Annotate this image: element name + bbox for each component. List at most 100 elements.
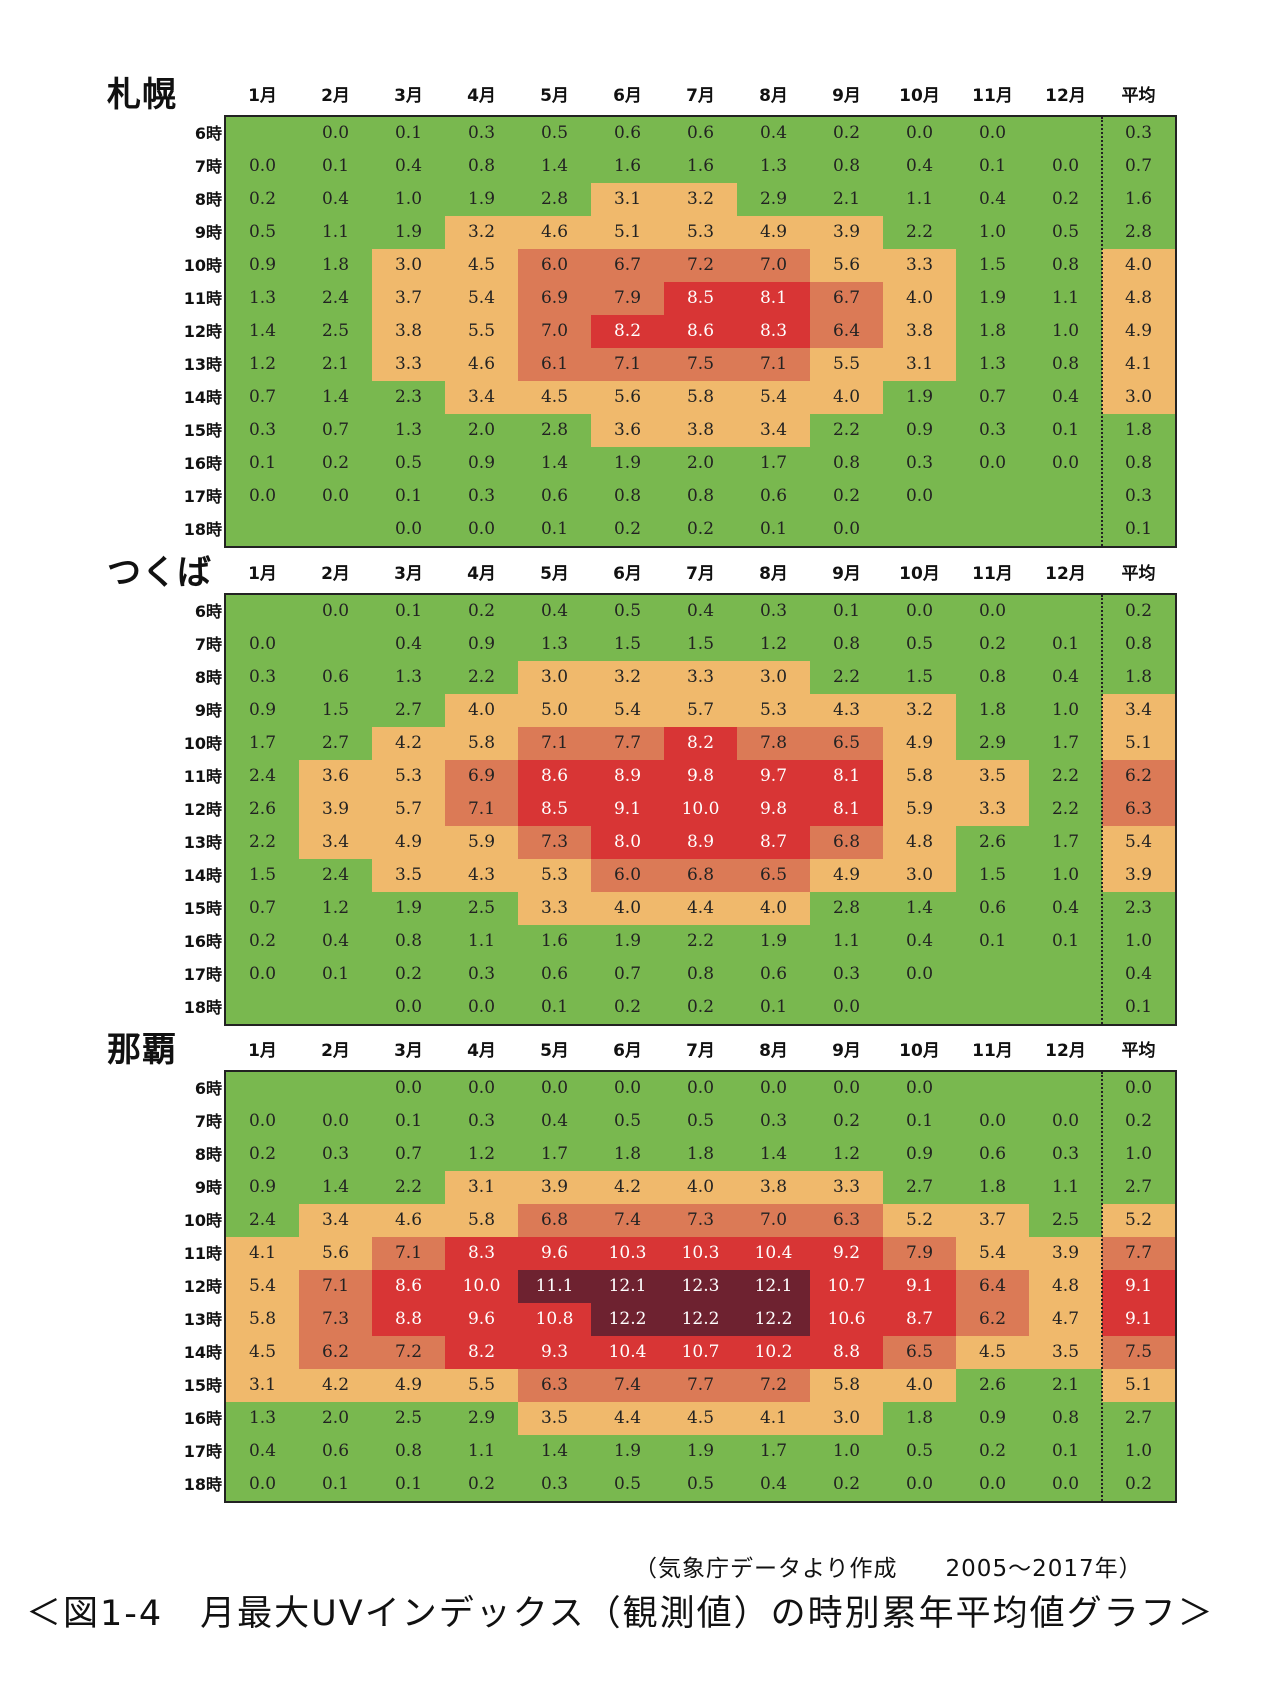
heatmap-cell: 5.1 (591, 216, 664, 249)
heatmap-cell: 0.4 (737, 117, 810, 150)
heatmap-cell (1029, 991, 1102, 1024)
heatmap-cell: 5.3 (737, 694, 810, 727)
heatmap-cell: 2.2 (445, 661, 518, 694)
heatmap-cell: 0.1 (299, 958, 372, 991)
column-header: 4月 (467, 86, 496, 106)
heatmap-cell: 0.5 (664, 1105, 737, 1138)
heatmap-cell: 0.0 (1029, 1468, 1102, 1501)
heatmap-cell: 0.2 (591, 991, 664, 1024)
heatmap-cell: 3.9 (299, 793, 372, 826)
column-header: 5月 (540, 1041, 569, 1061)
heatmap-cell: 0.1 (372, 480, 445, 513)
heatmap-cell: 7.2 (372, 1336, 445, 1369)
heatmap-cell: 0.8 (810, 628, 883, 661)
heatmap-cell: 12.1 (591, 1270, 664, 1303)
heatmap-cell: 0.0 (372, 1072, 445, 1105)
heatmap-cell: 2.7 (372, 694, 445, 727)
heatmap-cell (1029, 513, 1102, 546)
heatmap-cell: 6.5 (883, 1336, 956, 1369)
heatmap-cell: 1.0 (956, 216, 1029, 249)
heatmap-cell: 1.8 (299, 249, 372, 282)
heatmap-cell (299, 513, 372, 546)
column-header: 6月 (613, 86, 642, 106)
heatmap-cell: 5.0 (518, 694, 591, 727)
column-header: 6月 (613, 564, 642, 584)
heatmap-cell: 2.9 (956, 727, 1029, 760)
heatmap-cell: 8.2 (445, 1336, 518, 1369)
heatmap-cell: 0.2 (810, 1105, 883, 1138)
heatmap-cell (1029, 117, 1102, 150)
heatmap-cell: 7.3 (518, 826, 591, 859)
heatmap-cell: 2.9 (445, 1402, 518, 1435)
heatmap-cell: 0.7 (299, 414, 372, 447)
heatmap-cell: 1.7 (1029, 727, 1102, 760)
heatmap-cell: 5.8 (664, 381, 737, 414)
heatmap-cell: 5.7 (372, 793, 445, 826)
column-header: 平均 (1121, 86, 1156, 106)
heatmap-cell: 6.2 (1102, 760, 1175, 793)
heatmap-cell: 0.0 (810, 513, 883, 546)
column-header: 10月 (899, 86, 940, 106)
heatmap-cell: 0.0 (299, 480, 372, 513)
heatmap-cell: 5.6 (591, 381, 664, 414)
column-header: 平均 (1121, 1041, 1156, 1061)
heatmap-cell: 0.3 (810, 958, 883, 991)
heatmap-cell: 1.4 (226, 315, 299, 348)
heatmap-cell: 7.2 (664, 249, 737, 282)
column-header: 1月 (248, 1041, 277, 1061)
heatmap-cell (883, 513, 956, 546)
heatmap-cell: 8.6 (372, 1270, 445, 1303)
heatmap-cell: 9.1 (1102, 1303, 1175, 1336)
heatmap-cell: 0.0 (956, 1105, 1029, 1138)
heatmap-cell: 4.4 (664, 892, 737, 925)
heatmap-panel-1: 札幌 1月 2月 3月 4月 5月 6月 7月 8月 9月 10月 11月 12月 平均 6時 7時 8時 9時 1… (0, 75, 1280, 548)
heatmap-cell: 0.0 (372, 513, 445, 546)
column-header: 1月 (248, 564, 277, 584)
heatmap-cell: 1.8 (956, 1171, 1029, 1204)
heatmap-cell: 6.9 (518, 282, 591, 315)
heatmap-cell: 0.4 (299, 183, 372, 216)
heatmap-cell: 4.6 (445, 348, 518, 381)
heatmap-cell: 2.2 (810, 414, 883, 447)
heatmap-cell: 0.4 (299, 925, 372, 958)
heatmap-cell: 3.8 (883, 315, 956, 348)
heatmap-cell: 0.2 (1102, 595, 1175, 628)
heatmap-cell: 7.3 (664, 1204, 737, 1237)
heatmap-cell: 0.0 (591, 1072, 664, 1105)
heatmap-cell: 0.0 (956, 117, 1029, 150)
heatmap-cell: 2.5 (1029, 1204, 1102, 1237)
heatmap-cell: 1.8 (591, 1138, 664, 1171)
heatmap-cell: 5.8 (883, 760, 956, 793)
heatmap-cell: 12.2 (591, 1303, 664, 1336)
heatmap-cell: 0.0 (226, 1468, 299, 1501)
heatmap-cell: 1.4 (737, 1138, 810, 1171)
heatmap-cell: 0.1 (883, 1105, 956, 1138)
row-label: 15時 (183, 899, 222, 918)
heatmap-cell: 0.0 (226, 628, 299, 661)
heatmap-cell: 6.1 (518, 348, 591, 381)
heatmap-cell: 0.2 (226, 183, 299, 216)
heatmap-cell: 8.9 (591, 760, 664, 793)
heatmap-cell: 2.2 (372, 1171, 445, 1204)
heatmap-cell: 6.3 (810, 1204, 883, 1237)
heatmap-cell: 8.0 (591, 826, 664, 859)
heatmap-cell (1029, 480, 1102, 513)
heatmap-cell: 1.4 (299, 381, 372, 414)
heatmap-cell: 2.3 (1102, 892, 1175, 925)
heatmap-cell: 3.8 (372, 315, 445, 348)
row-label: 11時 (183, 1244, 222, 1263)
heatmap-cell: 3.5 (1029, 1336, 1102, 1369)
heatmap-cell (299, 628, 372, 661)
heatmap-cell: 0.4 (518, 1105, 591, 1138)
heatmap-cell: 0.6 (518, 958, 591, 991)
row-label: 6時 (194, 1079, 222, 1098)
heatmap-cell: 1.1 (299, 216, 372, 249)
heatmap-cell: 7.9 (883, 1237, 956, 1270)
heatmap-cell: 8.6 (518, 760, 591, 793)
heatmap-cell (299, 991, 372, 1024)
heatmap-cell: 3.0 (883, 859, 956, 892)
heatmap-cell: 5.9 (445, 826, 518, 859)
heatmap-cell: 7.1 (299, 1270, 372, 1303)
heatmap-cell: 5.1 (1102, 1369, 1175, 1402)
heatmap-cell: 0.3 (1102, 117, 1175, 150)
